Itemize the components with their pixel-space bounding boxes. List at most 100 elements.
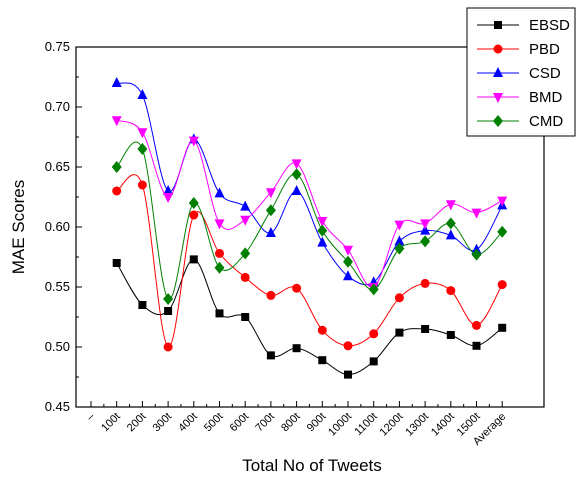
y-tick-label: 0.55 [45, 279, 70, 294]
series-csd-point [291, 185, 302, 195]
series-bmd-point [471, 208, 482, 219]
series-ebsd-point [395, 328, 404, 337]
series-csd-point [163, 185, 174, 195]
series-pbd-line [116, 174, 503, 348]
legend-label-bmd: BMD [529, 89, 563, 106]
y-tick-label: 0.65 [45, 159, 70, 174]
series-cmd-point [420, 235, 431, 248]
y-axis-title: MAE Scores [9, 180, 28, 274]
series-ebsd-point [292, 344, 301, 353]
series-cmd-point [137, 143, 148, 155]
x-tick-label: 1200t [378, 411, 406, 439]
series-pbd-point [112, 186, 122, 196]
series-csd-point [317, 236, 328, 247]
x-tick-label: 200t [125, 411, 149, 435]
series-bmd-point [214, 219, 225, 230]
series-pbd-point [137, 180, 147, 190]
legend-marker-bmd [493, 93, 503, 103]
legend-item-cmd: CMD [477, 113, 563, 130]
series-csd-point [240, 200, 251, 211]
series-csd-point [111, 77, 122, 87]
series-pbd-point [163, 342, 173, 352]
series-csd-point [420, 224, 431, 235]
series-pbd-point [266, 290, 276, 300]
legend-item-pbd: PBD [477, 41, 560, 58]
x-tick-label: 900t [305, 411, 329, 435]
x-tick-label: 1400t [429, 411, 457, 439]
series-bmd-point [111, 116, 122, 127]
series-cmd-point [368, 283, 379, 296]
series-cmd-point [214, 261, 225, 274]
y-tick-label: 0.70 [45, 99, 70, 114]
series-pbd-point [343, 341, 353, 351]
series-ebsd-line [116, 258, 503, 376]
legend: EBSD PBD CSD BMD CMD [466, 7, 576, 137]
series-ebsd-point [344, 370, 352, 379]
legend-marker-pbd [493, 44, 503, 54]
legend-item-ebsd: EBSD [477, 17, 570, 34]
series-ebsd-point [164, 307, 173, 315]
series-cmd-point [445, 217, 456, 230]
series-ebsd-point [446, 331, 455, 339]
series-cmd-point [317, 224, 328, 237]
series-bmd-point [240, 215, 251, 226]
x-tick-label: 300t [151, 411, 175, 435]
series-csd-line [116, 82, 503, 286]
series-ebsd-point [266, 351, 275, 360]
series-pbd-point [420, 278, 430, 288]
series-cmd-point [240, 247, 251, 260]
x-tick-label: 400t [176, 411, 200, 435]
series-layer [111, 77, 508, 379]
series-ebsd-point [138, 301, 147, 309]
series-csd [111, 77, 508, 287]
x-tick-label: 800t [279, 411, 303, 435]
legend-marker-csd [493, 67, 503, 77]
series-cmd-point [343, 255, 353, 268]
series-cmd-point [471, 248, 482, 261]
x-tick-label: 100t [99, 411, 123, 435]
x-tick-label: 1000t [326, 411, 354, 439]
series-cmd-point [111, 161, 122, 173]
series-bmd-point [317, 217, 328, 227]
series-csd-point [445, 229, 456, 240]
x-tick-label: 1100t [352, 411, 379, 438]
series-bmd-point [291, 159, 302, 170]
series-ebsd-point [369, 357, 378, 366]
x-tick-label: 500t [202, 411, 226, 435]
series-bmd-point [137, 128, 148, 139]
series-csd-point [214, 187, 225, 198]
x-axis-title: Total No of Tweets [242, 456, 382, 475]
legend-box [466, 7, 576, 137]
legend-marker-ebsd [494, 21, 502, 29]
series-bmd-point [394, 220, 405, 231]
series-bmd-point [188, 136, 199, 147]
series-bmd-point [420, 219, 431, 230]
series-ebsd-point [421, 325, 430, 333]
y-tick-label: 0.50 [45, 339, 70, 354]
series-pbd [112, 174, 507, 352]
series-ebsd-point [189, 255, 198, 264]
legend-label-csd: CSD [529, 65, 561, 82]
y-tick-label: 0.60 [45, 219, 70, 234]
series-cmd-point [163, 293, 174, 305]
x-tick-label: – [84, 410, 97, 423]
series-ebsd-point [215, 309, 224, 318]
series-pbd-point [369, 329, 379, 339]
x-tick-label: 1300t [403, 411, 431, 439]
series-bmd-point [163, 193, 174, 203]
series-pbd-point [446, 286, 456, 296]
legend-item-csd: CSD [477, 65, 561, 82]
series-bmd-point [445, 200, 456, 211]
x-axis: –100t 200t 300t 400t 500t 600t 700t 800t 900t100… [84, 401, 508, 448]
series-cmd-point [188, 197, 199, 209]
series-ebsd-point [241, 313, 250, 321]
legend-label-ebsd: EBSD [529, 17, 570, 34]
series-pbd-point [497, 280, 507, 290]
series-ebsd-point [318, 356, 327, 365]
series-pbd-point [394, 293, 404, 303]
series-cmd-point [291, 168, 302, 181]
series-ebsd-point [498, 323, 507, 332]
series-csd-point [265, 227, 276, 237]
legend-item-bmd: BMD [477, 89, 563, 106]
